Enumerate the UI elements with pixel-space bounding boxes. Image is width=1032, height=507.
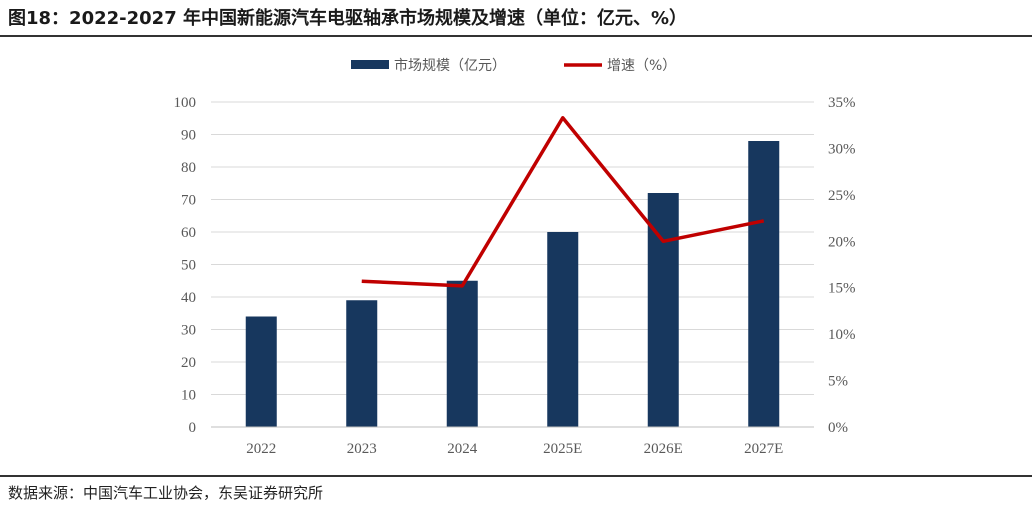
- x-tick-label: 2022: [246, 441, 276, 457]
- y-left-tick-label: 20: [181, 355, 196, 371]
- legend: 市场规模（亿元） 增速（%）: [351, 57, 676, 74]
- y-right-tick-label: 30%: [828, 141, 856, 157]
- y-left-tick-label: 0: [189, 420, 197, 436]
- y-left-tick-label: 70: [181, 193, 196, 209]
- top-divider: [0, 35, 1032, 37]
- y-left-tick-label: 40: [181, 290, 196, 306]
- grid-lines: [211, 101, 814, 395]
- y-left-tick-label: 80: [181, 160, 196, 176]
- bottom-divider: [0, 475, 1032, 477]
- y-left-tick-label: 60: [181, 225, 196, 241]
- x-tick-label: 2024: [447, 441, 478, 457]
- chart: 0 10 20 30 40 50 60 70 80 90 100 0% 5% 10% 15% 20% 25% 30…: [174, 57, 856, 457]
- legend-bar-swatch: [351, 60, 389, 69]
- source-note: 数据来源：中国汽车工业协会，东吴证券研究所: [8, 484, 324, 502]
- legend-bar-label: 市场规模（亿元）: [394, 57, 506, 74]
- y-left-tick-label: 90: [181, 128, 196, 144]
- y-left-tick-label: 100: [174, 95, 197, 111]
- x-tick-label: 2026E: [644, 441, 683, 457]
- y-right-tick-label: 15%: [828, 281, 856, 297]
- axes: 0 10 20 30 40 50 60 70 80 90 100 0% 5% 10% 15% 20% 25% 30…: [174, 95, 856, 457]
- y-left-tick-label: 10: [181, 388, 196, 404]
- line-series: [361, 116, 765, 288]
- y-right-tick-label: 5%: [828, 374, 848, 390]
- x-tick-label: 2025E: [543, 441, 582, 457]
- bar: [346, 300, 378, 427]
- y-right-tick-label: 10%: [828, 327, 856, 343]
- x-tick-label: 2027E: [744, 441, 783, 457]
- y-right-tick-label: 20%: [828, 234, 856, 250]
- bar: [245, 316, 277, 427]
- y-right-tick-label: 25%: [828, 188, 856, 204]
- bar: [647, 193, 679, 427]
- y-left-tick-label: 30: [181, 323, 196, 339]
- y-left-tick-label: 50: [181, 258, 196, 274]
- legend-line-label: 增速（%）: [607, 58, 676, 74]
- y-right-tick-label: 35%: [828, 95, 856, 111]
- y-right-tick-label: 0%: [828, 420, 848, 436]
- x-tick-label: 2023: [347, 441, 377, 457]
- bar-series: [245, 141, 780, 427]
- bar: [547, 232, 579, 427]
- bar: [748, 141, 780, 427]
- bar: [446, 280, 478, 427]
- chart-title: 图18：2022-2027 年中国新能源汽车电驱轴承市场规模及增速（单位：亿元、…: [8, 8, 688, 29]
